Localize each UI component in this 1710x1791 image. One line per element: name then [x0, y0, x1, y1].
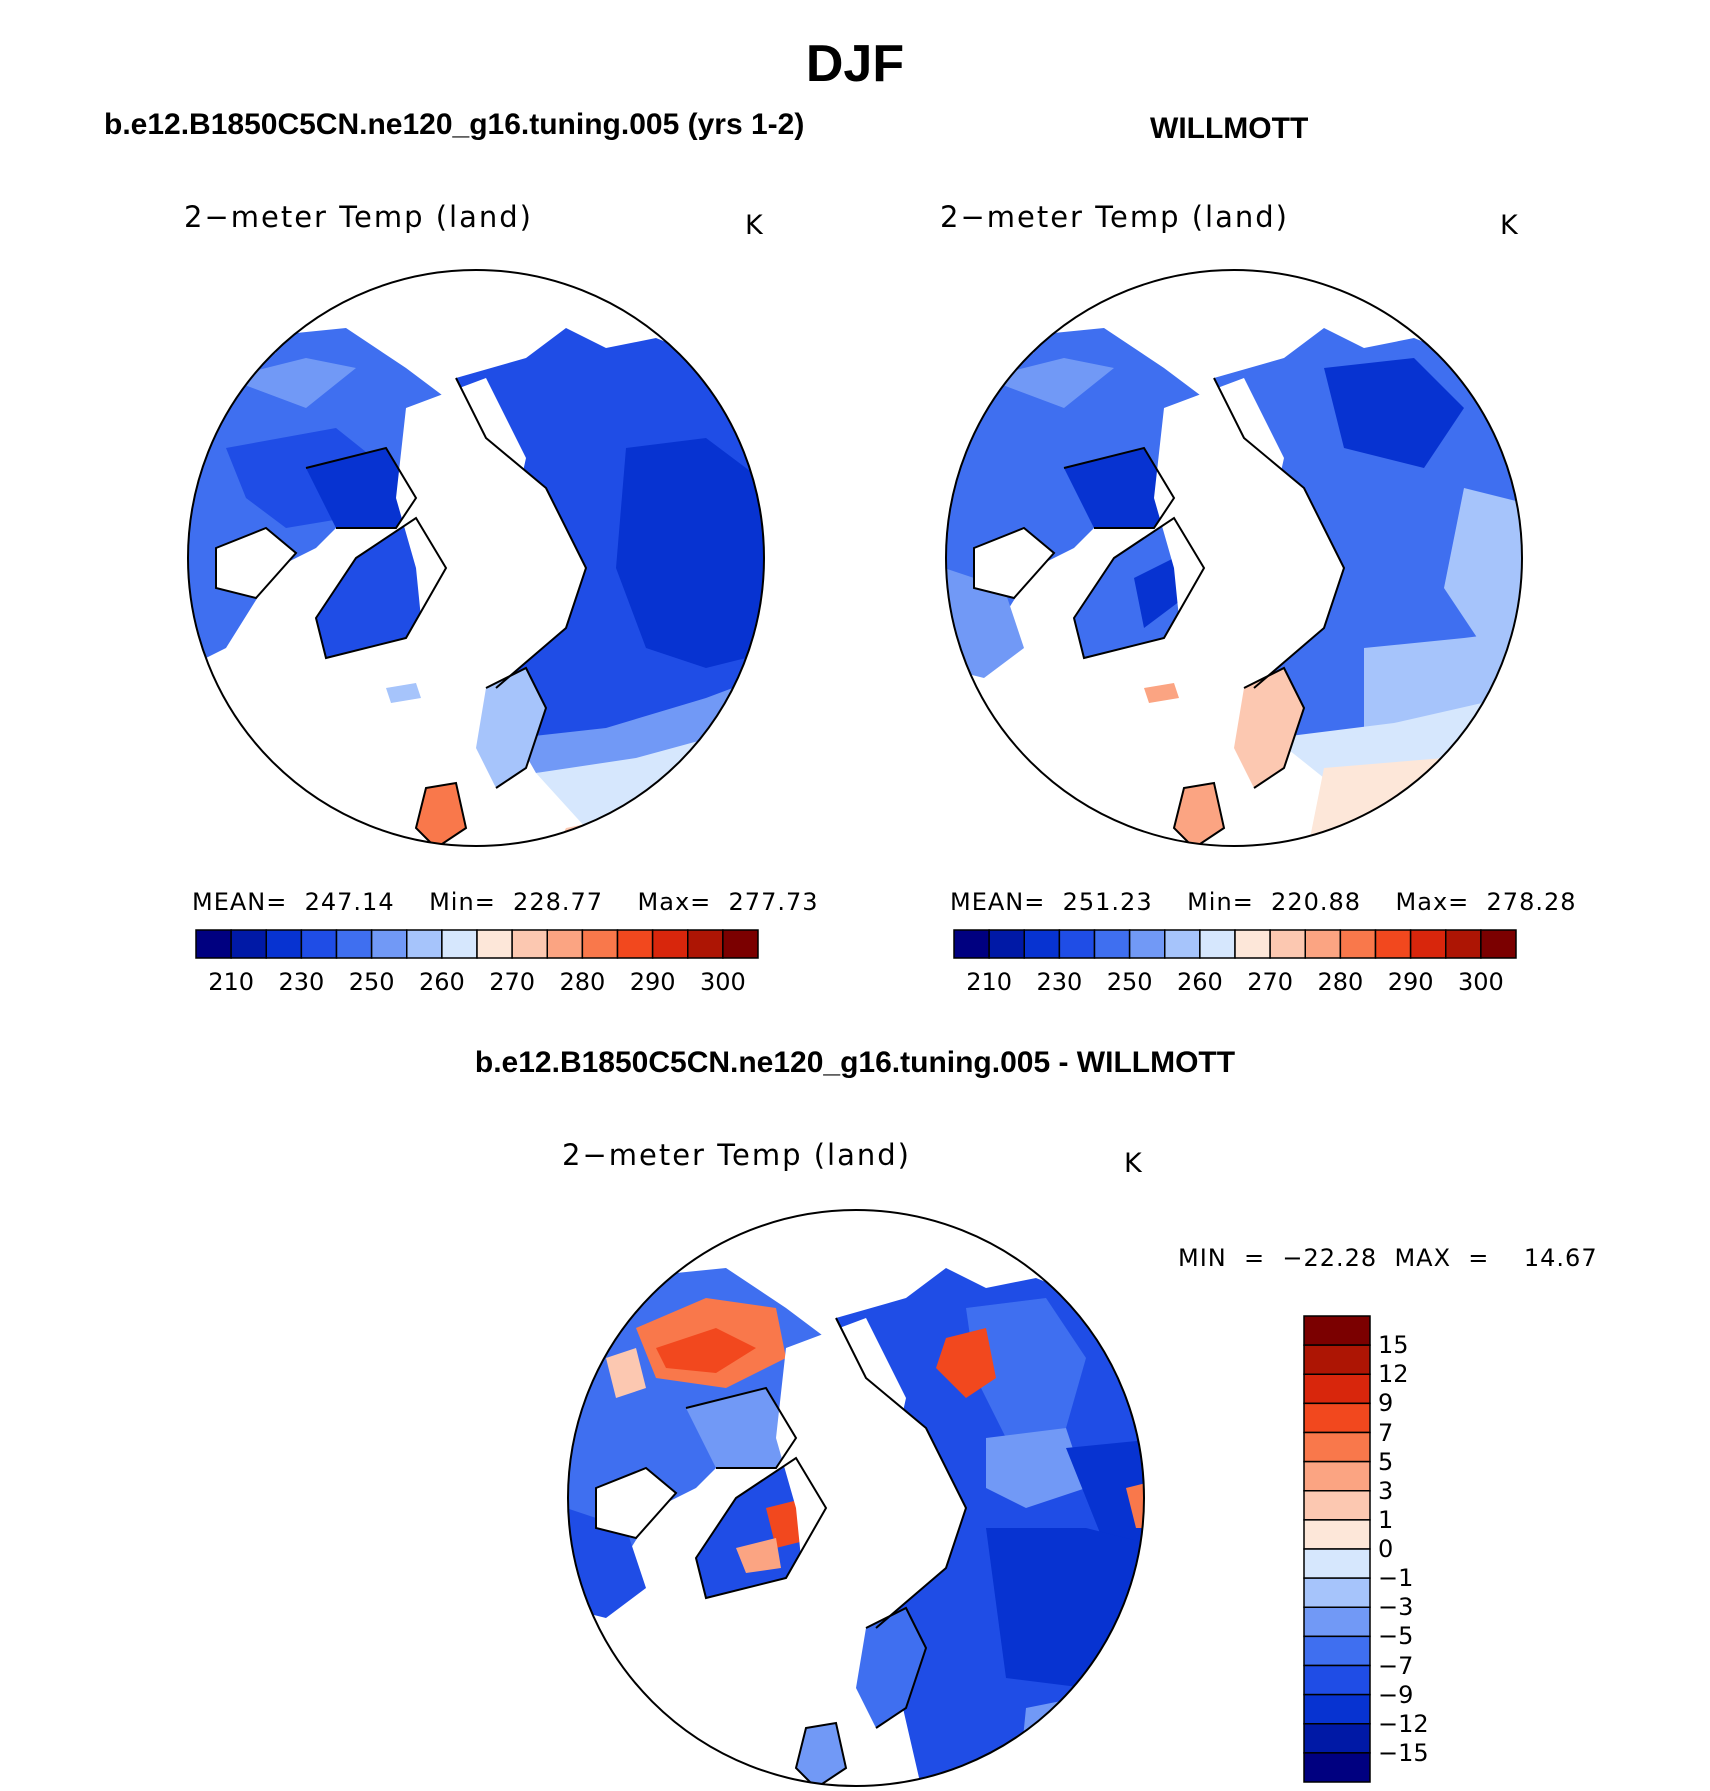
colorbar-swatch — [511, 929, 548, 959]
colorbar-tick-label: 210 — [208, 968, 255, 996]
colorbar-swatch — [1374, 929, 1412, 959]
panel-2-variable-label: 2−meter Temp (land) — [940, 200, 1289, 234]
colorbar-tick-label: 12 — [1378, 1360, 1409, 1389]
diff-variable-label: 2−meter Temp (land) — [562, 1138, 911, 1172]
colorbar-swatch — [1303, 1693, 1371, 1725]
colorbar-swatch — [1058, 929, 1096, 959]
panel-1-title: b.e12.B1850C5CN.ne120_g16.tuning.005 (yr… — [104, 108, 805, 141]
colorbar-swatch — [476, 929, 513, 959]
colorbar-swatch — [1164, 929, 1201, 959]
colorbar-difference — [1303, 1315, 1371, 1783]
polar-map-model — [187, 269, 765, 847]
colorbar-swatch — [230, 929, 267, 959]
colorbar-swatch — [1303, 1723, 1371, 1754]
diff-units: K — [1124, 1148, 1142, 1179]
colorbar-tick-label: 9 — [1378, 1389, 1394, 1418]
diff-stats: MIN = −22.28 MAX = 14.67 — [1178, 1244, 1598, 1272]
colorbar-tick-label: 15 — [1378, 1331, 1409, 1360]
colorbar-tick-label: 300 — [699, 968, 746, 996]
colorbar-tick-label: −7 — [1378, 1651, 1414, 1680]
colorbar-swatch — [1303, 1635, 1371, 1667]
colorbar-tick-label: −12 — [1378, 1709, 1429, 1738]
colorbar-swatch — [1303, 1577, 1371, 1608]
colorbar-tick-label: 270 — [1247, 968, 1294, 996]
colorbar-swatch — [1093, 929, 1131, 959]
colorbar-tick-label: 0 — [1378, 1535, 1394, 1563]
panel-2-title: WILLMOTT — [1150, 112, 1309, 145]
colorbar-tick-label: 260 — [418, 968, 465, 996]
colorbar-tick-label: 270 — [489, 968, 536, 996]
colorbar-tick-label: 210 — [966, 968, 1013, 996]
colorbar-swatch — [1303, 1344, 1371, 1375]
colorbar-tick-label: 3 — [1378, 1476, 1394, 1505]
colorbar-tick-label: −3 — [1378, 1593, 1414, 1622]
colorbar-swatch — [195, 929, 232, 959]
colorbar-model — [195, 929, 759, 959]
panel-1-variable-label: 2−meter Temp (land) — [184, 200, 533, 234]
colorbar-swatch — [953, 929, 990, 959]
colorbar-swatch — [1409, 929, 1447, 959]
colorbar-swatch — [1234, 929, 1271, 959]
colorbar-swatch — [1339, 929, 1377, 959]
colorbar-swatch — [581, 929, 619, 959]
colorbar-swatch — [1304, 929, 1342, 959]
colorbar-tick-label: 250 — [348, 968, 395, 996]
colorbar-swatch — [616, 929, 654, 959]
colorbar-swatch — [1445, 929, 1482, 959]
colorbar-swatch — [1303, 1431, 1371, 1463]
colorbar-tick-label: −5 — [1378, 1622, 1414, 1651]
colorbar-tick-label: 250 — [1106, 968, 1153, 996]
colorbar-swatch — [687, 929, 724, 959]
colorbar-swatch — [1269, 929, 1306, 959]
colorbar-tick-label: 260 — [1176, 968, 1223, 996]
colorbar-tick-label: −15 — [1378, 1738, 1429, 1767]
colorbar-swatch — [1303, 1752, 1371, 1783]
colorbar-swatch — [1023, 929, 1061, 959]
colorbar-swatch — [1303, 1519, 1371, 1550]
colorbar-swatch — [1199, 929, 1236, 959]
colorbar-tick-label: 1 — [1378, 1505, 1394, 1534]
panel-1-units: K — [745, 210, 763, 241]
colorbar-swatch — [1303, 1664, 1371, 1696]
colorbar-swatch — [1480, 929, 1517, 959]
colorbar-swatch — [1303, 1402, 1371, 1434]
colorbar-willmott — [953, 929, 1517, 959]
figure-title: DJF — [805, 35, 905, 93]
colorbar-swatch — [546, 929, 584, 959]
colorbar-tick-label: −9 — [1378, 1680, 1414, 1709]
diff-panel-title: b.e12.B1850C5CN.ne120_g16.tuning.005 - W… — [474, 1046, 1236, 1079]
colorbar-swatch — [1303, 1315, 1371, 1346]
colorbar-swatch — [441, 929, 478, 959]
panel-2-stats: MEAN= 251.23 Min= 220.88 Max= 278.28 — [950, 888, 1577, 916]
colorbar-swatch — [300, 929, 338, 959]
colorbar-swatch — [651, 929, 689, 959]
colorbar-swatch — [1303, 1606, 1371, 1638]
colorbar-tick-label: 230 — [278, 968, 325, 996]
colorbar-tick-label: 290 — [629, 968, 676, 996]
colorbar-swatch — [1303, 1490, 1371, 1521]
colorbar-swatch — [1303, 1548, 1371, 1579]
polar-map-difference — [567, 1209, 1145, 1787]
colorbar-tick-label: −1 — [1378, 1564, 1414, 1593]
colorbar-swatch — [265, 929, 303, 959]
colorbar-swatch — [406, 929, 443, 959]
colorbar-swatch — [1128, 929, 1166, 959]
colorbar-swatch — [335, 929, 373, 959]
panel-2-units: K — [1500, 210, 1518, 241]
polar-map-willmott — [945, 269, 1523, 847]
colorbar-tick-label: 280 — [559, 968, 606, 996]
panel-1-stats: MEAN= 247.14 Min= 228.77 Max= 277.73 — [192, 888, 819, 916]
colorbar-tick-label: 290 — [1387, 968, 1434, 996]
colorbar-swatch — [1303, 1460, 1371, 1492]
colorbar-tick-label: 300 — [1457, 968, 1504, 996]
colorbar-tick-label: 7 — [1378, 1418, 1394, 1447]
colorbar-tick-label: 230 — [1036, 968, 1083, 996]
colorbar-swatch — [1303, 1373, 1371, 1405]
colorbar-swatch — [722, 929, 759, 959]
colorbar-tick-label: 5 — [1378, 1447, 1394, 1476]
colorbar-swatch — [988, 929, 1025, 959]
colorbar-tick-label: 280 — [1317, 968, 1364, 996]
colorbar-swatch — [370, 929, 408, 959]
